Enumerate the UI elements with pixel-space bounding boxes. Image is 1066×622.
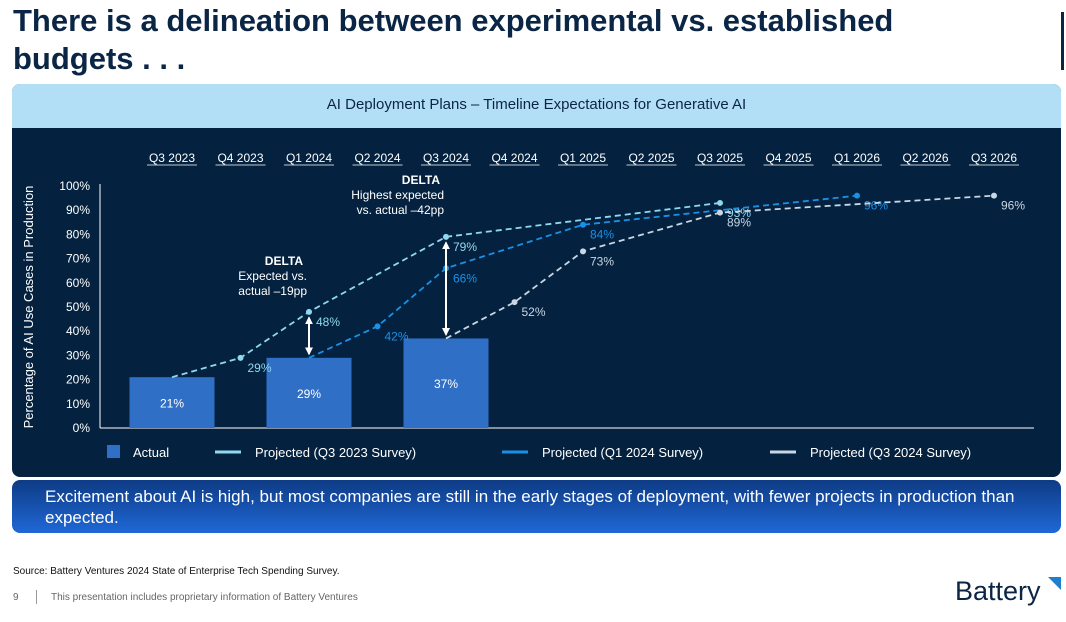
point-data-label: 42%	[385, 329, 409, 343]
data-point	[237, 354, 244, 361]
bar-actual	[266, 357, 352, 428]
point-data-label: 96%	[864, 199, 888, 213]
x-tick-label: Q3 2026	[971, 151, 1017, 165]
bar-actual	[129, 377, 215, 428]
data-point	[443, 233, 449, 240]
chart-canvas: Q3 2023 Q4 2023 Q1 2024 Q2 2024 Q3 2024 Q4 20…	[21, 151, 1034, 460]
legend-label: Actual	[133, 445, 169, 460]
data-point	[580, 248, 586, 255]
delta-note: Highest expected	[351, 188, 444, 202]
y-tick-label: 80%	[66, 227, 90, 241]
legend-label: Projected (Q1 2024 Survey)	[542, 445, 703, 460]
x-tick-label: Q3 2025	[697, 151, 743, 165]
data-point	[580, 221, 586, 228]
data-point	[717, 209, 723, 216]
point-data-label: 89%	[727, 216, 751, 230]
point-data-label: 29%	[248, 361, 272, 375]
x-tick-label: Q1 2026	[834, 151, 880, 165]
slide-title: There is a delineation between experimen…	[13, 3, 894, 76]
data-point	[374, 323, 381, 330]
x-tick-label: Q4 2024	[491, 151, 537, 165]
legend-label: Projected (Q3 2023 Survey)	[255, 445, 416, 460]
y-tick-label: 20%	[66, 373, 90, 387]
data-point	[991, 192, 997, 199]
takeaway-text: Excitement about AI is high, but most co…	[45, 487, 1015, 527]
chart-title: AI Deployment Plans – Timeline Expectati…	[326, 96, 747, 113]
brand-logo-mark	[1048, 577, 1061, 590]
data-point	[306, 308, 312, 315]
footer-note: This presentation includes proprietary i…	[51, 592, 358, 603]
page-number: 9	[13, 592, 19, 603]
bar-data-label: 37%	[434, 377, 458, 391]
brand-logo: Battery	[955, 576, 1041, 606]
point-data-label: 48%	[316, 315, 340, 329]
data-point	[854, 192, 860, 199]
y-tick-label: 30%	[66, 348, 90, 362]
y-tick-label: 70%	[66, 252, 90, 266]
x-tick-label: Q4 2023	[217, 151, 263, 165]
point-data-label: 84%	[590, 228, 614, 242]
y-tick-label: 90%	[66, 203, 90, 217]
x-tick-label: Q2 2026	[902, 151, 948, 165]
x-tick-label: Q1 2025	[560, 151, 606, 165]
title-accent-rule	[1061, 12, 1064, 70]
point-data-label: 66%	[453, 271, 477, 285]
y-tick-label: 40%	[66, 324, 90, 338]
point-data-label: 52%	[522, 305, 546, 319]
point-data-label: 79%	[453, 240, 477, 254]
data-point	[511, 299, 518, 306]
chart-header: AI Deployment Plans – Timeline Expectati…	[12, 84, 1061, 128]
footer-divider	[36, 590, 37, 604]
delta-note: actual –19pp	[238, 284, 307, 298]
point-data-label: 93%	[727, 206, 751, 220]
y-axis-title: Percentage of AI Use Cases in Production	[21, 186, 36, 429]
point-data-label: 73%	[590, 254, 614, 268]
source-note: Source: Battery Ventures 2024 State of E…	[13, 566, 340, 577]
x-tick-label: Q4 2025	[765, 151, 811, 165]
legend-label: Projected (Q3 2024 Survey)	[810, 445, 971, 460]
data-point	[717, 199, 723, 206]
bar-actual	[403, 338, 489, 428]
x-tick-label: Q2 2024	[354, 151, 400, 165]
delta-heading: DELTA	[402, 173, 441, 187]
x-tick-label: Q3 2023	[149, 151, 195, 165]
bar-data-label: 21%	[160, 397, 184, 411]
takeaway-banner: Excitement about AI is high, but most co…	[12, 480, 1061, 533]
y-tick-label: 50%	[66, 300, 90, 314]
x-tick-label: Q3 2024	[423, 151, 469, 165]
chart-panel: AI Deployment Plans – Timeline Expectati…	[12, 84, 1061, 477]
legend-swatch	[107, 445, 120, 458]
y-tick-label: 0%	[73, 421, 91, 435]
y-tick-label: 100%	[59, 179, 90, 193]
y-tick-label: 10%	[66, 397, 90, 411]
x-tick-label: Q1 2024	[286, 151, 332, 165]
x-tick-label: Q2 2025	[628, 151, 674, 165]
delta-heading: DELTA	[265, 254, 304, 268]
y-tick-label: 60%	[66, 276, 90, 290]
delta-note: Expected vs.	[238, 269, 307, 283]
point-data-label: 96%	[1001, 199, 1025, 213]
delta-note: vs. actual –42pp	[357, 203, 445, 217]
bar-data-label: 29%	[297, 387, 321, 401]
